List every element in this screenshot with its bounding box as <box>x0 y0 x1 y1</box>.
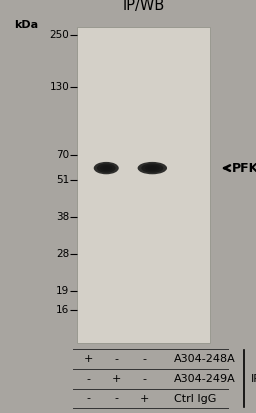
Text: Ctrl IgG: Ctrl IgG <box>174 394 217 404</box>
Text: -: - <box>143 354 147 364</box>
Text: 51: 51 <box>56 175 69 185</box>
Text: A304-249A: A304-249A <box>174 374 236 384</box>
Text: -: - <box>86 394 90 404</box>
Ellipse shape <box>97 164 116 173</box>
Ellipse shape <box>100 165 112 171</box>
Ellipse shape <box>148 166 157 170</box>
Ellipse shape <box>138 162 167 174</box>
Text: A304-248A: A304-248A <box>174 354 236 364</box>
Ellipse shape <box>145 165 160 171</box>
Text: +: + <box>140 394 149 404</box>
Ellipse shape <box>94 162 119 174</box>
Text: IP/WB: IP/WB <box>122 0 165 13</box>
Text: 38: 38 <box>56 212 69 222</box>
Text: -: - <box>143 374 147 384</box>
Ellipse shape <box>141 164 163 173</box>
Text: +: + <box>112 374 121 384</box>
Text: IP: IP <box>251 374 256 384</box>
Text: -: - <box>114 354 119 364</box>
Text: 250: 250 <box>49 30 69 40</box>
Text: 70: 70 <box>56 150 69 160</box>
Text: +: + <box>84 354 93 364</box>
Text: 16: 16 <box>56 305 69 315</box>
Text: -: - <box>86 374 90 384</box>
Text: kDa: kDa <box>14 20 38 30</box>
Ellipse shape <box>102 166 110 170</box>
Bar <box>77 27 210 343</box>
Text: 28: 28 <box>56 249 69 259</box>
Text: 130: 130 <box>49 82 69 92</box>
Text: PFKFB3: PFKFB3 <box>232 161 256 175</box>
Text: -: - <box>114 394 119 404</box>
Text: 19: 19 <box>56 286 69 296</box>
